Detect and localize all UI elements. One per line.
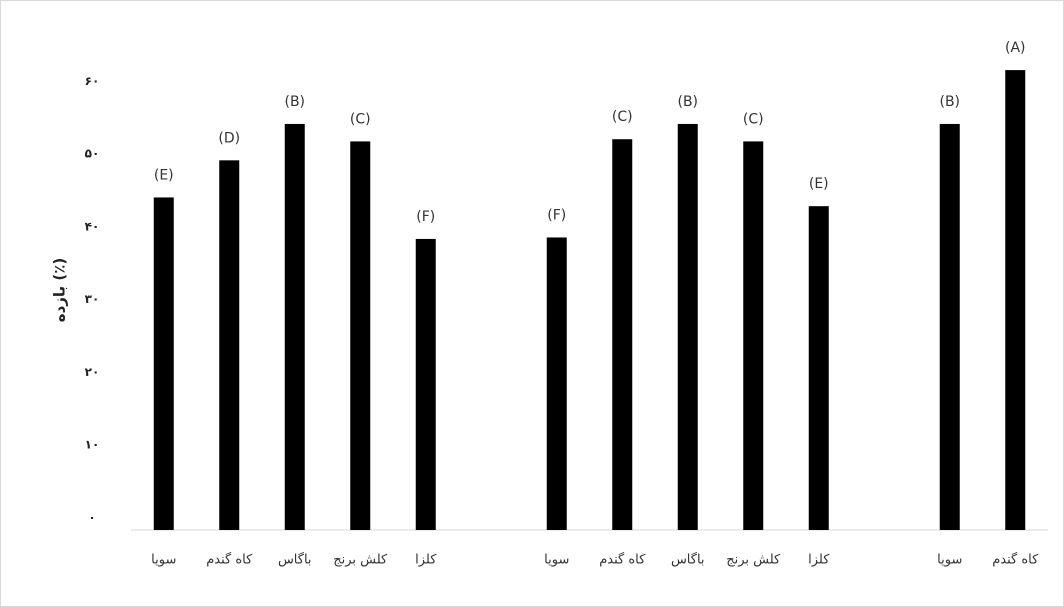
y-axis-label: بازده (٪): [51, 258, 69, 323]
bar-annotation: (C): [743, 111, 764, 127]
x-tick-label: کاه گندم: [206, 552, 253, 568]
bar: [284, 123, 305, 530]
bar-annotation: (C): [350, 111, 371, 127]
bar: [546, 237, 567, 530]
y-tick-label: ۰: [88, 511, 95, 525]
x-tick-label: باگاس: [671, 552, 705, 568]
x-tick-label: سویا: [544, 553, 569, 568]
y-tick-label: ۱۰: [85, 438, 100, 452]
y-tick-label: ۶۰: [85, 74, 100, 88]
bar: [219, 160, 240, 530]
x-tick-label: باگاس: [278, 552, 312, 568]
x-tick-label: کلزا: [808, 553, 830, 568]
x-tick-label: کلش برنج: [726, 553, 781, 568]
bar-annotation: (B): [939, 94, 960, 110]
bar: [612, 139, 633, 530]
bar: [677, 123, 698, 530]
y-tick-label: ۳۰: [85, 292, 100, 306]
y-tick-label: ۴۰: [85, 219, 100, 233]
bar-annotation: (A): [1005, 40, 1026, 56]
bar: [350, 141, 371, 531]
bar: [1005, 70, 1026, 531]
x-tick-label: سویا: [151, 553, 176, 568]
bar-annotation: (B): [284, 94, 305, 110]
x-tick-label: کاه گندم: [599, 552, 646, 568]
x-tick-label: سویا: [937, 553, 962, 568]
bar-annotation: (F): [416, 209, 435, 225]
bar-annotation: (E): [154, 167, 174, 183]
y-tick-label: ۵۰: [85, 147, 100, 161]
bar-annotation: (D): [218, 130, 240, 146]
x-tick-label: کلش برنج: [333, 553, 388, 568]
bar: [415, 238, 436, 530]
bar-annotation: (B): [677, 94, 698, 110]
bar: [743, 141, 764, 531]
bar-annotation: (C): [612, 109, 633, 125]
x-tick-label: کلزا: [415, 553, 437, 568]
x-tick-label: کاه گندم: [992, 552, 1039, 568]
y-tick-label: ۲۰: [85, 365, 100, 379]
bar: [153, 197, 174, 530]
bar: [808, 206, 829, 530]
bar-annotation: (F): [547, 207, 566, 223]
bar-annotation: (E): [809, 176, 829, 192]
bar: [939, 123, 960, 530]
